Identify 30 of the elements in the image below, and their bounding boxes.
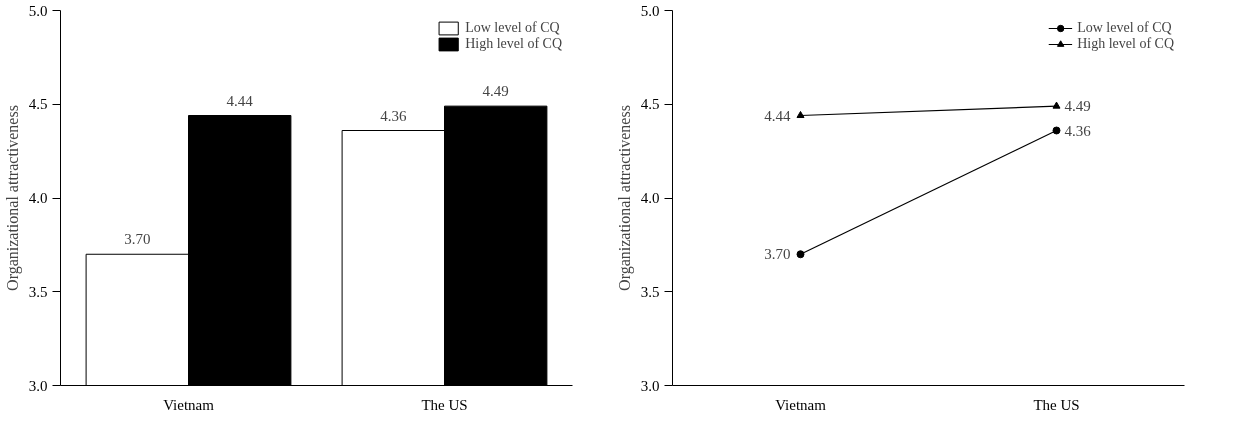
y-tick-label: 3.5 [28,283,48,300]
data-label: 4.49 [482,83,509,100]
data-label: 3.70 [124,231,151,248]
legend-label: Low level of CQ [465,20,560,36]
y-tick-label: 4.0 [640,190,660,206]
legend-label: High level of CQ [1077,36,1174,52]
point [1052,126,1061,135]
y-tick-label: 3.0 [640,377,660,394]
data-label: 4.49 [1064,98,1091,115]
x-tick-label: Vietnam [163,396,215,413]
data-label: 3.70 [764,246,791,263]
y-tick-label: 5.0 [28,2,48,19]
data-label: 4.44 [226,92,254,109]
data-label: 4.44 [764,107,791,124]
y-tick-label: 3.0 [28,377,48,394]
y-tick-label: 3.5 [640,283,660,300]
y-tick-label: 5.0 [640,2,660,19]
y-tick-label: 4.5 [28,96,48,113]
y-tick-label: 4.5 [640,96,660,113]
data-label: 4.36 [1064,122,1092,139]
x-tick-label: The US [1033,396,1080,413]
y-axis-title: Organizational attractiveness [615,105,634,291]
x-tick-label: Vietnam [775,396,827,413]
y-tick-label: 4.0 [28,190,48,206]
point [796,250,805,259]
data-label: 4.36 [380,107,407,124]
x-tick-label: The US [421,396,468,413]
y-axis-title: Organizational attractiveness [3,105,22,291]
legend-label: High level of CQ [465,36,562,52]
legend-label: Low level of CQ [1077,20,1172,36]
